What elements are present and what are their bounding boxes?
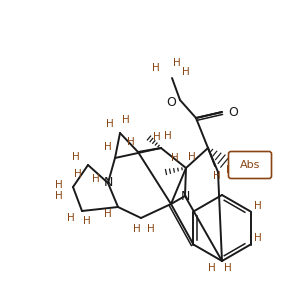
Text: H: H — [182, 67, 190, 77]
Text: H: H — [92, 174, 100, 184]
Text: H: H — [208, 263, 216, 273]
Text: H: H — [232, 170, 240, 180]
Text: H: H — [188, 152, 196, 162]
Text: Abs: Abs — [240, 160, 260, 170]
Text: H: H — [83, 216, 91, 226]
Text: H: H — [153, 132, 161, 142]
Text: H: H — [254, 233, 262, 243]
Text: H: H — [173, 58, 181, 68]
Text: H: H — [213, 171, 221, 181]
Text: H: H — [226, 165, 234, 175]
Text: H: H — [104, 209, 112, 219]
Text: H: H — [122, 115, 130, 125]
Text: H: H — [164, 131, 172, 141]
Text: H: H — [106, 119, 114, 129]
Text: H: H — [104, 142, 112, 152]
Text: H: H — [224, 263, 232, 273]
Text: O: O — [166, 95, 176, 109]
Text: H: H — [74, 169, 82, 179]
Text: N: N — [103, 177, 113, 189]
Text: H: H — [254, 201, 262, 211]
Text: H: H — [55, 180, 63, 190]
Text: N: N — [180, 189, 190, 203]
Text: H: H — [55, 191, 63, 201]
Text: H: H — [147, 224, 155, 234]
Text: H: H — [72, 152, 80, 162]
Text: H: H — [133, 224, 141, 234]
Text: O: O — [228, 106, 238, 118]
Text: H: H — [152, 63, 160, 73]
FancyBboxPatch shape — [228, 151, 271, 178]
Text: H: H — [171, 153, 179, 163]
Text: H: H — [67, 213, 75, 223]
Text: H: H — [127, 137, 135, 147]
